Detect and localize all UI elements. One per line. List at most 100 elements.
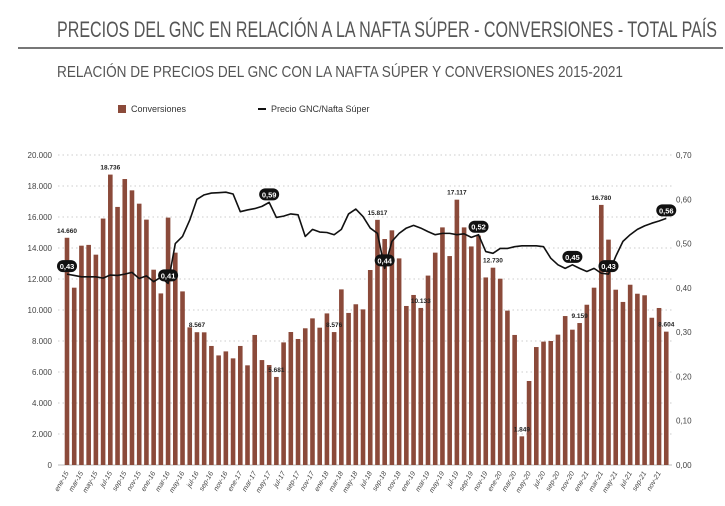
bar-feb-20 bbox=[505, 310, 510, 465]
chart-subtitle: RELACIÓN DE PRECIOS DEL GNC CON LA NAFTA… bbox=[57, 62, 623, 81]
bar-dic-18 bbox=[404, 305, 409, 465]
left-axis-tick: 14.000 bbox=[28, 244, 53, 253]
bar-value-label: 18.736 bbox=[100, 165, 120, 172]
line-value-label: 0,43 bbox=[601, 262, 616, 271]
x-axis-tick: jul-16 bbox=[186, 470, 201, 489]
left-axis-tick: 8.000 bbox=[32, 337, 53, 346]
bar-oct-17 bbox=[302, 328, 308, 465]
line-value-label: 0,56 bbox=[659, 206, 674, 215]
bar-sep-21 bbox=[642, 295, 647, 465]
bar-dic-21 bbox=[663, 331, 669, 465]
line-value-label: 0,59 bbox=[262, 190, 277, 199]
bar-feb-17 bbox=[245, 365, 250, 465]
bar-sep-17 bbox=[295, 338, 301, 465]
bar-feb-19 bbox=[418, 307, 424, 465]
bar-oct-16 bbox=[216, 355, 221, 465]
bar-dic-15 bbox=[144, 219, 149, 465]
line-value-bubble bbox=[598, 260, 619, 273]
bar-abr-17 bbox=[259, 360, 265, 465]
bar-jul-17 bbox=[281, 342, 286, 465]
bar-ago-21 bbox=[635, 293, 640, 465]
bar-jun-21 bbox=[620, 301, 626, 465]
left-axis-tick: 0 bbox=[48, 461, 53, 470]
bar-mar-17 bbox=[252, 334, 258, 465]
line-value-bubble bbox=[374, 254, 395, 267]
bar-ene-18 bbox=[324, 313, 330, 465]
bar-nov-18 bbox=[396, 258, 402, 465]
bar-oct-18 bbox=[389, 230, 395, 465]
bar-dic-20 bbox=[577, 323, 582, 465]
bar-value-label: 15.817 bbox=[368, 210, 388, 217]
line-value-label: 0,45 bbox=[565, 253, 580, 262]
legend-label: Conversiones bbox=[131, 104, 187, 114]
line-value-label: 0,41 bbox=[161, 271, 176, 280]
bar-feb-15 bbox=[71, 287, 77, 465]
bar-jun-16 bbox=[187, 327, 193, 465]
line-value-label: 0,43 bbox=[60, 262, 75, 271]
bar-abr-21 bbox=[606, 239, 611, 465]
bar-jun-15 bbox=[100, 218, 106, 465]
bar-jul-20 bbox=[541, 341, 546, 465]
legend-swatch-line bbox=[258, 108, 266, 110]
bar-nov-16 bbox=[223, 351, 229, 465]
right-axis-tick: 0,50 bbox=[676, 240, 692, 249]
bar-ene-21 bbox=[584, 304, 590, 465]
bar-jun-17 bbox=[274, 376, 279, 465]
bar-ene-16 bbox=[151, 269, 156, 465]
bar-jun-19 bbox=[447, 256, 452, 465]
x-axis-tick: nov-21 bbox=[646, 470, 663, 492]
bar-oct-19 bbox=[476, 235, 481, 465]
x-axis-tick: jul-20 bbox=[532, 470, 547, 489]
right-axis-tick: 0,30 bbox=[676, 328, 692, 337]
bar-may-18 bbox=[353, 304, 359, 465]
line-value-label: 0,44 bbox=[377, 256, 392, 265]
line-value-bubble bbox=[57, 260, 77, 273]
bar-ago-15 bbox=[115, 206, 120, 466]
bar-value-label: 14.660 bbox=[57, 228, 77, 235]
bar-value-label: 16.780 bbox=[591, 195, 611, 202]
bar-value-label: 17.117 bbox=[447, 190, 467, 197]
bar-sep-20 bbox=[555, 334, 561, 465]
bar-value-label: 8.604 bbox=[658, 322, 675, 329]
bar-feb-16 bbox=[158, 293, 164, 465]
bar-oct-21 bbox=[649, 317, 655, 465]
bar-value-label: 10.133 bbox=[411, 298, 431, 305]
bar-abr-18 bbox=[346, 312, 351, 465]
legend-item-precio: Precio GNC/Nafta Súper bbox=[258, 104, 370, 114]
bar-jul-16 bbox=[194, 332, 200, 465]
bar-value-label: 8.567 bbox=[189, 322, 206, 329]
bar-ene-17 bbox=[237, 345, 243, 465]
right-axis-tick: 0,10 bbox=[676, 417, 692, 426]
header: PRECIOS DEL GNC EN RELACIÓN A LA NAFTA S… bbox=[57, 17, 717, 81]
bar-value-label: 5.681 bbox=[268, 367, 285, 374]
bar-value-label: 9.159 bbox=[571, 313, 588, 320]
legend-swatch-bar bbox=[118, 105, 126, 113]
right-axis-tick: 0,60 bbox=[676, 195, 692, 204]
left-axis-tick: 6.000 bbox=[32, 368, 53, 377]
left-axis-tick: 18.000 bbox=[28, 182, 53, 191]
bar-jul-18 bbox=[367, 270, 373, 465]
bar-jul-21 bbox=[627, 284, 633, 465]
right-axis-tick: 0,20 bbox=[676, 372, 692, 381]
bar-dic-16 bbox=[230, 358, 236, 465]
bar-nov-21 bbox=[656, 307, 662, 465]
bar-sep-16 bbox=[209, 345, 214, 465]
bar-mar-19 bbox=[425, 275, 431, 465]
bar-value-label: 1.849 bbox=[514, 426, 531, 433]
line-value-bubble bbox=[468, 220, 489, 233]
bar-sep-19 bbox=[469, 246, 474, 465]
left-axis-tick: 4.000 bbox=[32, 399, 53, 408]
page-title: PRECIOS DEL GNC EN RELACIÓN A LA NAFTA S… bbox=[57, 17, 717, 42]
bar-ago-16 bbox=[201, 332, 207, 465]
line-value-bubble bbox=[158, 269, 179, 282]
bar-dic-19 bbox=[490, 267, 496, 465]
bar-abr-19 bbox=[432, 252, 438, 465]
bar-feb-18 bbox=[331, 332, 337, 465]
bar-jun-18 bbox=[360, 309, 366, 465]
bar-dic-17 bbox=[317, 327, 322, 465]
title-divider bbox=[18, 47, 723, 49]
bar-jul-15 bbox=[108, 174, 113, 466]
bar-mar-15 bbox=[79, 245, 84, 465]
line-value-bubble bbox=[259, 188, 280, 201]
